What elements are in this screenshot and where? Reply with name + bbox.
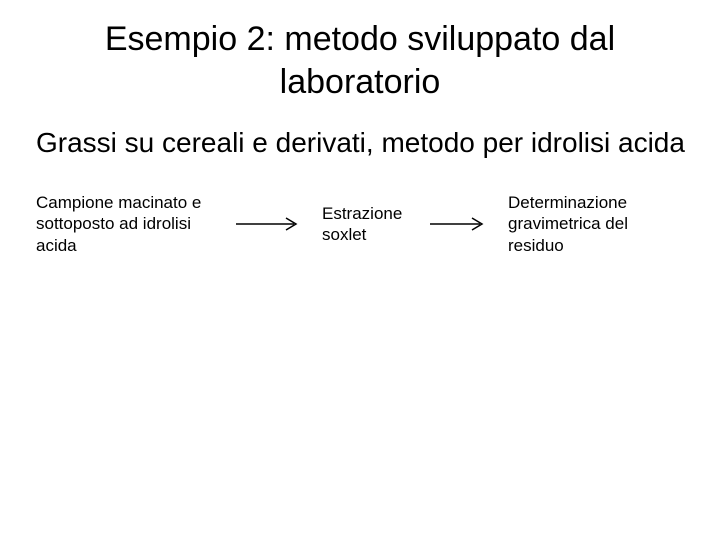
flow-step-2: Estrazione soxlet [322,203,410,246]
flow-diagram: Campione macinato e sottoposto ad idroli… [36,192,688,256]
flow-step-3: Determinazione gravimetrica del residuo [508,192,688,256]
slide: Esempio 2: metodo sviluppato dal laborat… [0,0,720,540]
arrow-right-icon [234,217,304,231]
arrow-right-icon [428,217,490,231]
slide-subtitle: Grassi su cereali e derivati, metodo per… [36,125,688,160]
slide-title: Esempio 2: metodo sviluppato dal laborat… [32,18,688,103]
flow-step-1: Campione macinato e sottoposto ad idroli… [36,192,216,256]
